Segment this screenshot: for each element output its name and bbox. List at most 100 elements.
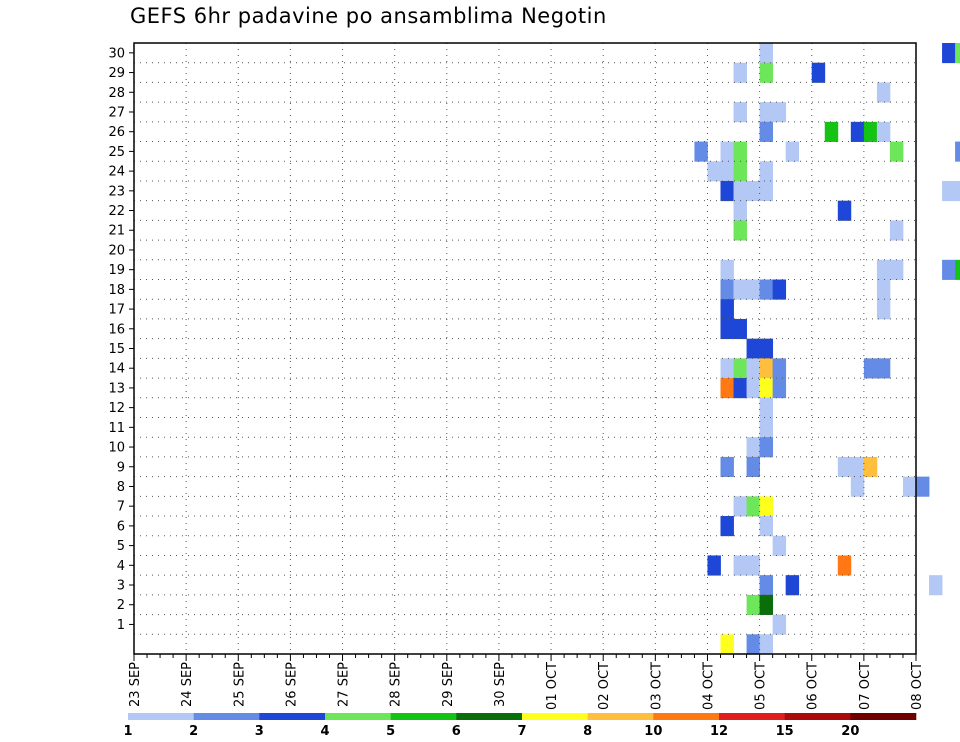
colorbar-swatch bbox=[587, 713, 654, 720]
colorbar-swatch bbox=[784, 713, 851, 720]
heatmap-cell bbox=[876, 82, 891, 103]
heatmap-cell bbox=[759, 161, 774, 182]
heatmap-cell bbox=[889, 141, 904, 162]
x-tick-label: 07 OCT bbox=[858, 662, 873, 710]
heatmap-cell bbox=[759, 397, 774, 418]
y-tick-label: 15 bbox=[108, 342, 125, 357]
heatmap-cell bbox=[733, 220, 747, 241]
heatmap-cell bbox=[733, 141, 747, 162]
heatmap-cell bbox=[837, 555, 852, 576]
chart-title: GEFS 6hr padavine po ansamblima Negotin bbox=[130, 4, 607, 28]
x-tick-label: 30 SEP bbox=[493, 662, 508, 707]
heatmap-cell bbox=[785, 141, 800, 162]
heatmap-cell bbox=[955, 141, 960, 162]
y-tick-label: 29 bbox=[108, 66, 125, 81]
heatmap-cell bbox=[759, 358, 774, 379]
y-axis: 1234567891011121314151617181920212223242… bbox=[108, 46, 134, 633]
heatmap-cell bbox=[720, 318, 734, 340]
y-tick-label: 30 bbox=[108, 46, 125, 61]
heatmap-cell bbox=[733, 378, 747, 399]
heatmap-cell bbox=[720, 456, 734, 478]
y-tick-label: 13 bbox=[108, 381, 125, 396]
colorbar-label: 8 bbox=[583, 724, 592, 739]
heatmap-cell bbox=[876, 259, 891, 280]
heatmap-cell bbox=[733, 180, 747, 202]
heatmap-cell bbox=[759, 634, 774, 655]
y-tick-label: 5 bbox=[117, 539, 125, 554]
y-tick-label: 21 bbox=[108, 224, 125, 239]
heatmap-cell bbox=[876, 279, 891, 300]
heatmap-cell bbox=[746, 378, 760, 399]
heatmap-cell bbox=[850, 476, 865, 497]
x-axis: 23 SEP 24 SEP 25 SEP 26 SEP 27 SEP 28 SEP 29 S… bbox=[128, 654, 925, 710]
colorbar-swatch bbox=[522, 713, 588, 720]
colorbar-label: 5 bbox=[386, 724, 395, 739]
heatmap-cell bbox=[759, 594, 774, 615]
y-tick-label: 20 bbox=[108, 243, 125, 258]
heatmap-cell bbox=[746, 634, 760, 655]
heatmap-cell bbox=[746, 180, 760, 202]
heatmap-cell bbox=[863, 456, 878, 478]
y-tick-label: 8 bbox=[117, 480, 125, 495]
y-tick-label: 10 bbox=[108, 441, 125, 456]
colorbar-swatch bbox=[193, 713, 260, 720]
colorbar-swatch bbox=[259, 713, 326, 720]
heatmap-cell bbox=[942, 259, 956, 280]
heatmap-cell bbox=[837, 200, 852, 221]
heatmap-cell bbox=[759, 437, 774, 458]
x-tick-label: 04 OCT bbox=[701, 662, 716, 710]
y-tick-label: 28 bbox=[108, 86, 125, 101]
heatmap-cell bbox=[720, 279, 734, 300]
heatmap-cell bbox=[759, 417, 774, 438]
colorbar-label: 20 bbox=[841, 724, 859, 739]
y-tick-label: 14 bbox=[108, 362, 125, 377]
heatmap-cell bbox=[746, 279, 760, 300]
y-tick-label: 22 bbox=[108, 204, 125, 219]
heatmap-cell bbox=[850, 456, 865, 478]
y-tick-label: 11 bbox=[108, 421, 125, 436]
y-tick-label: 17 bbox=[108, 303, 125, 318]
heatmap-cell bbox=[759, 279, 774, 300]
x-tick-label: 08 OCT bbox=[910, 662, 925, 710]
x-tick-label: 24 SEP bbox=[180, 662, 195, 707]
x-tick-label: 25 SEP bbox=[232, 662, 247, 707]
y-tick-label: 3 bbox=[117, 579, 125, 594]
heatmap-cell bbox=[759, 575, 774, 596]
heatmap-cell bbox=[759, 180, 774, 202]
x-tick-label: 28 SEP bbox=[389, 662, 404, 707]
colorbar-label: 2 bbox=[189, 724, 198, 739]
colorbar-label: 3 bbox=[255, 724, 264, 739]
heatmap-cell bbox=[707, 555, 721, 576]
heatmap-cell bbox=[746, 555, 760, 576]
heatmap-cell bbox=[733, 161, 747, 182]
heatmap-cell bbox=[902, 476, 917, 497]
colorbar-swatch bbox=[325, 713, 391, 720]
heatmap-cell bbox=[707, 161, 721, 182]
colorbar-swatch bbox=[128, 713, 194, 720]
y-tick-label: 1 bbox=[117, 618, 125, 633]
heatmap-cell bbox=[772, 358, 787, 379]
heatmap-cell bbox=[942, 180, 956, 202]
y-tick-label: 12 bbox=[108, 401, 125, 416]
heatmap-cell bbox=[955, 180, 960, 202]
heatmap-cell bbox=[720, 634, 734, 655]
x-tick-label: 29 SEP bbox=[441, 662, 456, 707]
colorbar-label: 10 bbox=[644, 724, 662, 739]
heatmap-cell bbox=[772, 614, 787, 635]
heatmap-cell bbox=[785, 575, 800, 596]
plot-frame bbox=[133, 42, 917, 655]
x-tick-label: 05 OCT bbox=[754, 662, 769, 710]
heatmap-cell bbox=[759, 121, 774, 142]
heatmap-cell bbox=[863, 358, 878, 379]
heatmap-cell bbox=[876, 299, 891, 320]
y-tick-label: 9 bbox=[117, 460, 125, 475]
colorbar-swatch bbox=[653, 713, 720, 720]
heatmap-cell bbox=[772, 535, 787, 556]
y-tick-label: 19 bbox=[108, 263, 125, 278]
x-tick-label: 03 OCT bbox=[649, 662, 664, 710]
heatmap-cell bbox=[733, 279, 747, 300]
colorbar-label: 7 bbox=[517, 724, 526, 739]
heatmap-cell bbox=[772, 279, 787, 300]
y-tick-label: 2 bbox=[117, 598, 125, 613]
heatmap-cell bbox=[759, 62, 774, 83]
